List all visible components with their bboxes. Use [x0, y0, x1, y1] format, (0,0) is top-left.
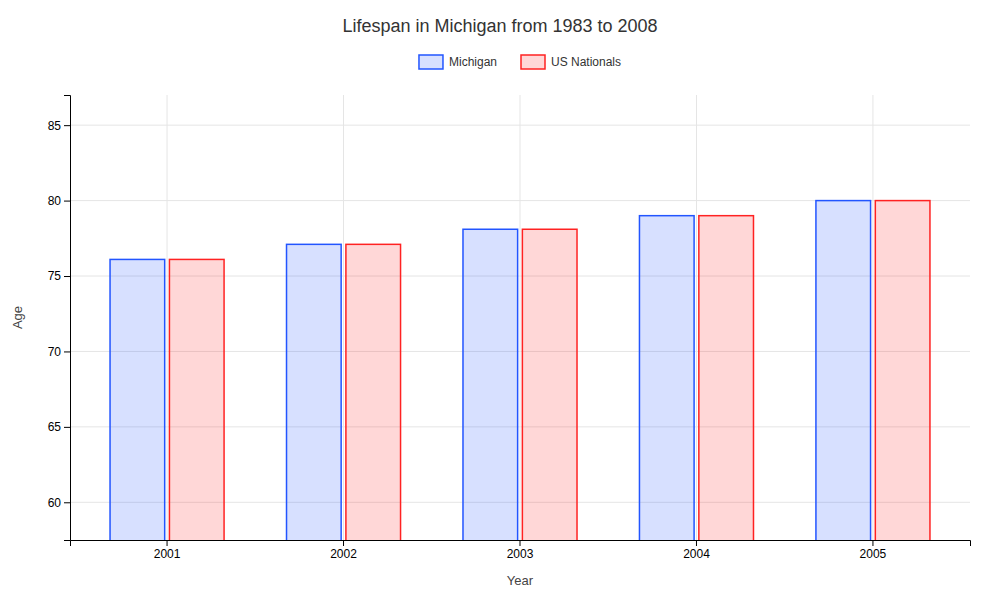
tick-mark	[167, 540, 168, 546]
bars	[110, 201, 930, 540]
tick-label: 2005	[860, 547, 887, 561]
bar	[522, 229, 577, 540]
tick-label: 80	[48, 194, 62, 208]
tick-mark	[64, 276, 70, 277]
legend-item: US Nationals	[521, 55, 621, 69]
chart-svg: 2001 2002 2003 2004 2005 60 65 70 75 80 85 Lifespan…	[0, 0, 1000, 600]
x-axis-title: Year	[507, 573, 534, 588]
bar	[463, 229, 518, 540]
tick: 2003	[507, 540, 534, 561]
bar	[287, 244, 342, 540]
plot-area: 2001 2002 2003 2004 2005 60 65 70 75 80 85	[48, 95, 971, 600]
bar	[699, 216, 754, 540]
legend-label: US Nationals	[551, 55, 621, 69]
tick-mark	[64, 427, 70, 428]
legend: Michigan US Nationals	[419, 55, 621, 69]
chart-title: Lifespan in Michigan from 1983 to 2008	[342, 16, 657, 36]
bar	[816, 201, 871, 540]
tick: 60	[48, 496, 70, 510]
grid-line-x	[343, 95, 344, 540]
tick-mark	[696, 540, 697, 546]
tick: 85	[48, 119, 70, 133]
tick-mark	[343, 540, 344, 546]
tick-label: 2002	[330, 547, 357, 561]
tick: 70	[48, 345, 70, 359]
tick-label: 60	[48, 496, 62, 510]
bar	[639, 216, 694, 540]
tick-label: 2003	[507, 547, 534, 561]
axis-line	[71, 541, 971, 547]
y-axis-title: Age	[10, 306, 25, 329]
x-axis: 2001 2002 2003 2004 2005	[71, 540, 971, 561]
tick: 2001	[154, 540, 181, 561]
bar	[875, 201, 930, 540]
tick-label: 75	[48, 269, 62, 283]
tick-mark	[64, 201, 70, 202]
tick: 75	[48, 269, 70, 283]
tick: 2004	[683, 540, 710, 561]
bar-series	[169, 201, 930, 540]
tick: 2002	[330, 540, 357, 561]
tick-mark	[520, 540, 521, 546]
tick-mark	[64, 125, 70, 126]
axis-line	[64, 96, 71, 541]
grid-line-x	[520, 95, 521, 540]
bar	[346, 244, 401, 540]
legend-item: Michigan	[419, 55, 497, 69]
tick-label: 65	[48, 420, 62, 434]
legend-swatch	[419, 55, 443, 69]
bar	[110, 259, 165, 540]
tick-label: 70	[48, 345, 62, 359]
tick: 2005	[860, 540, 887, 561]
tick-mark	[64, 351, 70, 352]
chart-container: 2001 2002 2003 2004 2005 60 65 70 75 80 85 Lifespan…	[0, 0, 1000, 600]
bar	[169, 259, 224, 540]
grid-line-x	[872, 95, 873, 540]
legend-label: Michigan	[449, 55, 497, 69]
tick: 80	[48, 194, 70, 208]
tick-label: 85	[48, 119, 62, 133]
bar-series	[110, 201, 871, 540]
legend-swatch	[521, 55, 545, 69]
tick-mark	[64, 502, 70, 503]
tick-label: 2001	[154, 547, 181, 561]
tick-mark	[872, 540, 873, 546]
tick-label: 2004	[683, 547, 710, 561]
y-axis: 60 65 70 75 80 85	[48, 96, 71, 541]
tick: 65	[48, 420, 70, 434]
grid-line-x	[696, 95, 697, 540]
grid-line-x	[167, 95, 168, 540]
